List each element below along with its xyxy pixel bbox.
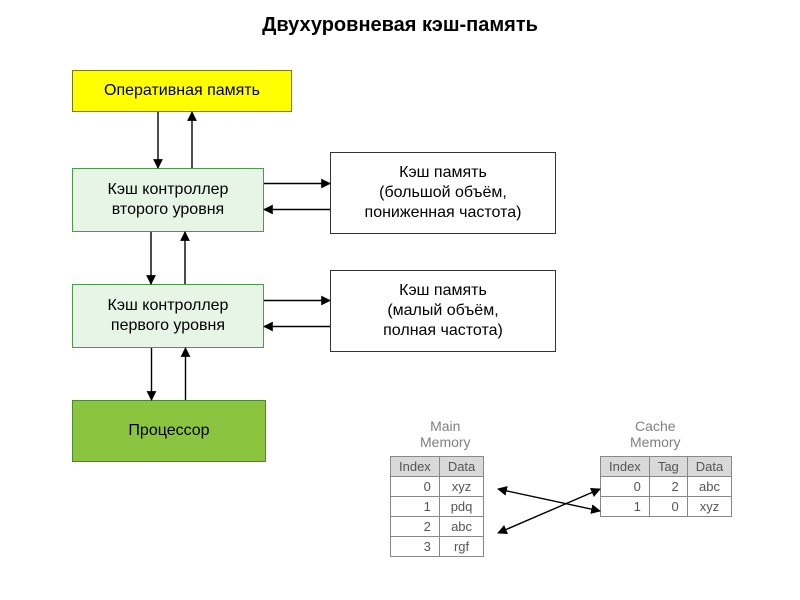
cache-memory-label: CacheMemory bbox=[630, 418, 681, 450]
cpu-box: Процессор bbox=[72, 400, 266, 462]
main-memory-table: IndexData0xyz1pdq2abc3rgf bbox=[390, 456, 484, 557]
l1-cache-box: Кэш память(малый объём,полная частота) bbox=[330, 270, 556, 352]
l1-controller-box: Кэш контроллерпервого уровня bbox=[72, 284, 264, 348]
cache-memory-table: IndexTagData02abc10xyz bbox=[600, 456, 732, 517]
l2-controller-box: Кэш контроллервторого уровня bbox=[72, 168, 264, 232]
l2-cache-box: Кэш память(большой объём,пониженная част… bbox=[330, 152, 556, 234]
ram-box: Оперативная память bbox=[72, 70, 292, 112]
main-memory-label: MainMemory bbox=[420, 418, 471, 450]
page-title: Двухуровневая кэш-память bbox=[0, 14, 800, 37]
